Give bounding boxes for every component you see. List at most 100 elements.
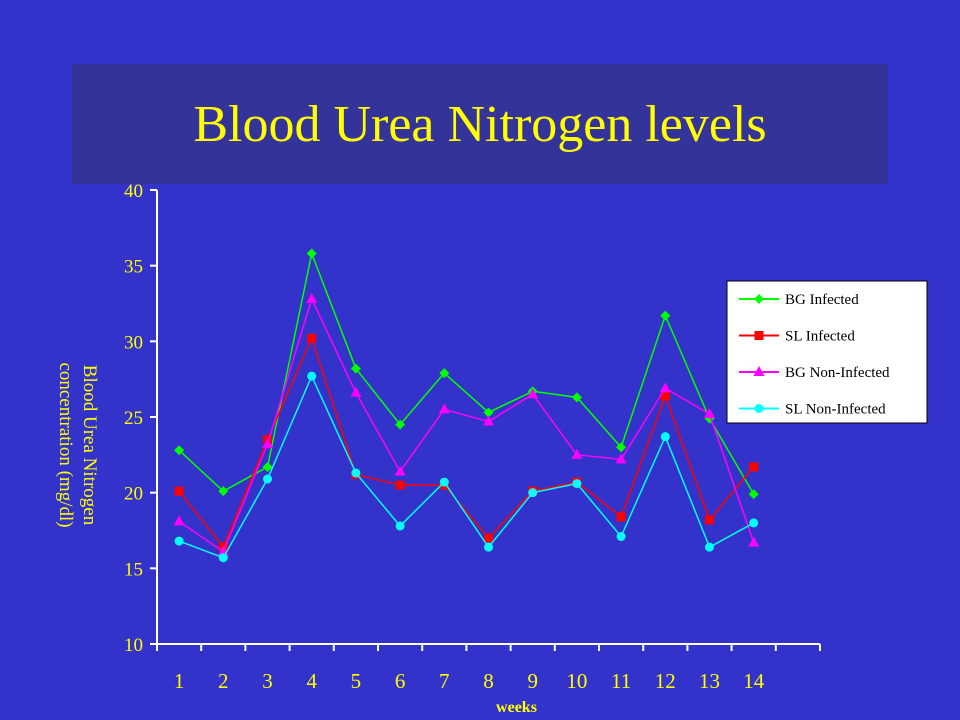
data-point	[754, 331, 764, 340]
data-point	[483, 415, 494, 426]
x-tick-label: 4	[306, 669, 317, 693]
x-tick-label: 9	[527, 669, 538, 693]
y-tick-label: 20	[124, 484, 143, 505]
series-bg-infected	[174, 248, 759, 500]
data-point	[571, 392, 582, 403]
legend-item: SL Non-Infected	[739, 402, 886, 418]
data-point	[218, 486, 229, 497]
data-point	[704, 407, 715, 418]
legend-item: BG Non-Infected	[739, 365, 890, 381]
x-tick-label: 1	[174, 669, 185, 693]
data-point	[394, 465, 406, 476]
data-point	[262, 438, 273, 449]
y-tick-label: 30	[124, 332, 143, 353]
data-point	[528, 488, 538, 498]
data-point	[350, 386, 362, 397]
series-sl-infected	[174, 333, 759, 552]
data-point	[263, 474, 272, 484]
y-axis-title-line: concentration (mg/dl)	[55, 362, 76, 527]
y-tick-label: 10	[124, 635, 143, 656]
y-axis-title-line: Blood Urea Nitrogen	[79, 365, 100, 526]
data-point	[307, 371, 317, 381]
series-sl-non-infected	[174, 371, 759, 563]
x-tick-label: 3	[262, 669, 273, 693]
data-point	[616, 532, 626, 542]
data-point	[753, 366, 765, 376]
x-tick-label: 6	[395, 669, 406, 693]
y-tick-label: 35	[124, 257, 143, 278]
data-point	[395, 419, 406, 430]
data-point	[748, 489, 759, 500]
legend-box	[726, 280, 928, 424]
data-point	[572, 479, 582, 489]
data-point	[749, 518, 759, 528]
data-point	[262, 461, 273, 472]
legend-item: SL Infected	[739, 329, 855, 345]
series-line	[178, 374, 755, 559]
x-tick-label: 13	[699, 669, 720, 693]
data-point	[395, 521, 405, 531]
data-point	[438, 403, 450, 414]
data-point	[439, 368, 450, 379]
data-point	[754, 404, 764, 413]
data-point	[571, 448, 583, 459]
data-point	[748, 536, 760, 547]
x-axis-title: weeks	[496, 699, 537, 716]
legend: BG Infected SL Infected BG Non-Infected SL …	[726, 280, 928, 424]
x-tick-label: 7	[439, 669, 450, 693]
data-point	[705, 542, 714, 552]
legend-label: BG Non-Infected	[785, 365, 890, 381]
x-tick-label: 10	[566, 669, 587, 693]
data-point	[616, 512, 626, 522]
data-point	[483, 407, 494, 418]
data-point	[660, 310, 671, 321]
data-point	[527, 388, 539, 399]
data-point	[350, 363, 361, 374]
series-layer	[173, 248, 760, 563]
data-point	[660, 432, 670, 442]
data-point	[306, 292, 318, 303]
x-tick-label: 11	[611, 669, 631, 693]
data-point	[705, 515, 714, 525]
data-point	[616, 442, 627, 453]
data-point	[615, 453, 627, 464]
x-tick-label: 14	[743, 669, 765, 693]
data-point	[660, 391, 670, 401]
y-tick-label: 40	[124, 181, 143, 202]
data-point	[174, 445, 185, 456]
legend-label: BG Infected	[785, 292, 859, 308]
data-point	[173, 515, 185, 526]
series-line	[178, 336, 755, 549]
series-line	[178, 250, 755, 495]
x-tick-label: 5	[351, 669, 362, 693]
y-tick-label: 25	[124, 408, 143, 429]
series-line	[178, 296, 755, 553]
data-point	[754, 294, 764, 304]
data-point	[484, 533, 493, 543]
data-point	[307, 333, 317, 343]
legend-item: BG Infected	[739, 292, 859, 308]
data-point	[351, 468, 361, 478]
data-point	[174, 486, 184, 496]
y-tick-label: 15	[124, 559, 143, 580]
data-point	[659, 382, 671, 393]
data-point	[749, 462, 759, 472]
data-point	[395, 480, 405, 490]
series-bg-non-infected	[173, 292, 760, 556]
data-point	[218, 553, 228, 563]
data-point	[306, 248, 317, 259]
data-point	[439, 477, 449, 487]
legend-label: SL Non-Infected	[785, 402, 886, 418]
x-tick-label: 12	[655, 669, 676, 693]
title-band	[72, 64, 888, 184]
data-point	[174, 536, 184, 546]
x-tick-label: 2	[218, 669, 229, 693]
x-tick-label: 8	[483, 669, 494, 693]
data-point	[484, 542, 493, 552]
legend-label: SL Infected	[785, 329, 855, 345]
slide-title: Blood Urea Nitrogen levels	[193, 96, 767, 153]
